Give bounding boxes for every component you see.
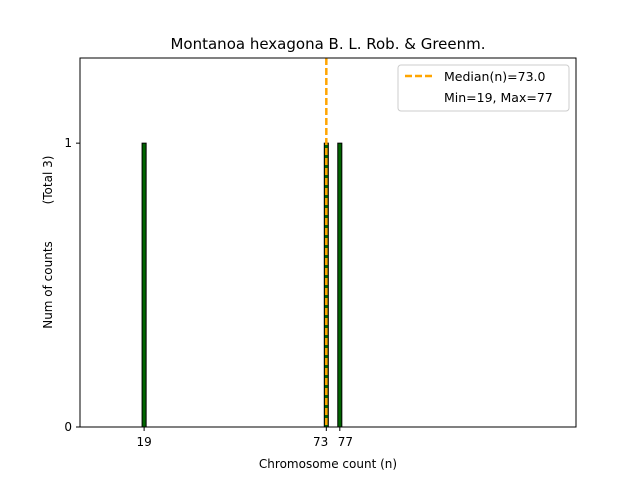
chart-title: Montanoa hexagona B. L. Rob. & Greenm. <box>170 35 485 53</box>
plot-frame <box>79 57 577 428</box>
y-axis-total-label: (Total 3) <box>41 156 55 205</box>
y-axis-ticks: 01 <box>64 136 80 434</box>
x-axis-label: Chromosome count (n) <box>259 457 397 471</box>
bar-77 <box>337 142 343 428</box>
x-tick-label: 77 <box>338 435 353 449</box>
y-tick-label: 1 <box>64 136 72 150</box>
legend-range-label: Min=19, Max=77 <box>444 90 553 105</box>
x-tick-label: 19 <box>136 435 151 449</box>
y-tick-label: 0 <box>64 420 72 434</box>
x-axis-ticks: 19 73 77 <box>136 427 353 449</box>
x-tick-label: 73 <box>313 435 328 449</box>
legend-median-label: Median(n)=73.0 <box>444 69 545 84</box>
y-axis-label: Num of counts <box>41 241 55 329</box>
legend-box <box>397 64 570 112</box>
legend: Median(n)=73.0 Min=19, Max=77 <box>397 64 570 112</box>
bar-19 <box>141 142 147 428</box>
